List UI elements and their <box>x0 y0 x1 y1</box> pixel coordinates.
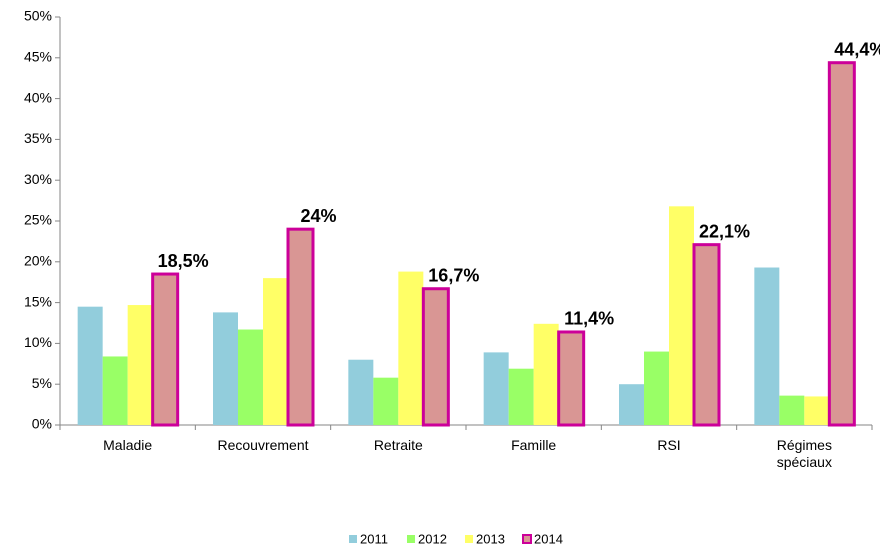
bar <box>77 306 103 425</box>
bar <box>692 243 721 427</box>
y-tick-label: 15% <box>24 293 52 309</box>
bar <box>421 287 450 427</box>
legend-swatch <box>522 534 532 544</box>
bar <box>151 272 180 427</box>
bar <box>533 323 559 425</box>
x-tick-label: RSI <box>657 437 681 453</box>
legend-swatch <box>465 535 473 543</box>
legend-label: 2011 <box>360 531 388 545</box>
y-tick-label: 20% <box>24 253 52 269</box>
bar <box>398 271 424 425</box>
bar <box>827 61 856 427</box>
y-tick-label: 0% <box>32 416 52 432</box>
y-tick-label: 45% <box>24 49 52 65</box>
bar <box>102 356 128 425</box>
data-label: 24% <box>300 206 336 226</box>
bar <box>508 368 534 425</box>
bar <box>644 351 669 425</box>
y-tick-label: 25% <box>24 212 52 228</box>
bar <box>619 384 644 425</box>
bar <box>483 352 509 425</box>
bar <box>754 267 780 425</box>
bar <box>127 305 153 425</box>
data-label: 18,5% <box>158 251 209 271</box>
y-tick-label: 10% <box>24 334 52 350</box>
legend-swatch <box>407 535 415 543</box>
data-label: 11,4% <box>564 309 614 329</box>
bar <box>779 395 805 425</box>
bar <box>669 206 694 425</box>
x-tick-label: Famille <box>511 437 557 453</box>
bar <box>213 312 238 425</box>
legend-label: 2012 <box>418 531 447 545</box>
bar <box>373 377 399 425</box>
x-tick-label: Recouvrement <box>217 437 309 453</box>
bar <box>286 227 315 427</box>
y-tick-label: 50% <box>24 8 52 24</box>
x-tick-label: Retraite <box>373 437 423 453</box>
bar <box>804 396 830 425</box>
y-tick-label: 40% <box>24 89 52 105</box>
data-label: 44,4% <box>834 39 880 59</box>
data-label: 22,1% <box>699 221 750 241</box>
bar <box>557 330 586 427</box>
legend-label: 2013 <box>476 531 505 545</box>
bar <box>263 278 288 425</box>
data-label: 16,7% <box>428 265 479 285</box>
x-tick-label: Maladie <box>103 437 153 453</box>
bar <box>238 329 263 425</box>
y-tick-label: 5% <box>32 375 52 391</box>
y-tick-label: 30% <box>24 171 52 187</box>
y-tick-label: 35% <box>24 130 52 146</box>
legend-swatch <box>349 535 357 543</box>
bar <box>348 359 374 425</box>
x-tick-label: Régimes spéciaux <box>776 437 832 470</box>
legend-label: 2014 <box>534 531 563 545</box>
